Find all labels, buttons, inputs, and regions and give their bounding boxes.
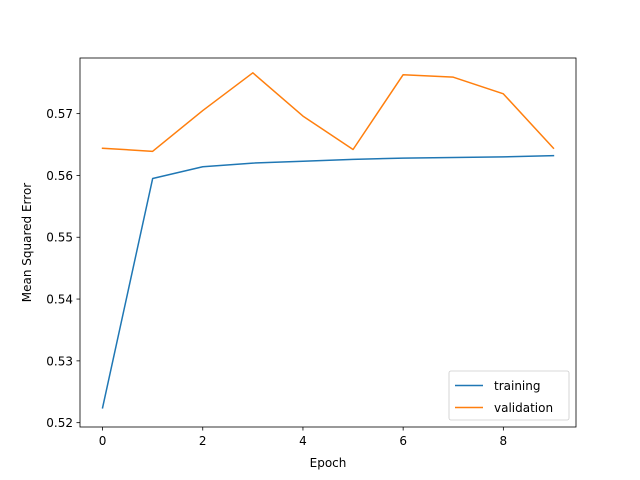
legend-label-training: training: [494, 379, 541, 393]
y-tick-label: 0.54: [46, 293, 73, 307]
x-tick-label: 4: [299, 434, 307, 448]
x-tick-label: 6: [399, 434, 407, 448]
y-tick-label: 0.55: [46, 231, 73, 245]
x-axis-ticks: 0 2 4 6 8: [99, 427, 507, 448]
series-lines: [101, 72, 555, 409]
y-tick-label: 0.57: [46, 107, 73, 121]
series-line-validation: [101, 72, 555, 153]
x-tick-label: 0: [99, 434, 107, 448]
y-tick-label: 0.52: [46, 416, 73, 430]
series-line-training: [101, 154, 555, 409]
x-axis-label: Epoch: [310, 456, 347, 470]
legend: training validation: [448, 370, 570, 421]
y-axis-label: Mean Squared Error: [20, 183, 34, 303]
x-tick-label: 8: [500, 434, 508, 448]
legend-label-validation: validation: [494, 401, 553, 415]
y-tick-label: 0.53: [46, 354, 73, 368]
x-tick-label: 2: [199, 434, 207, 448]
y-axis-ticks: 0.52 0.53 0.54 0.55 0.56 0.57: [46, 107, 80, 430]
plot-area: [80, 58, 576, 427]
y-tick-label: 0.56: [46, 169, 73, 183]
plot-frame: [79, 57, 577, 428]
